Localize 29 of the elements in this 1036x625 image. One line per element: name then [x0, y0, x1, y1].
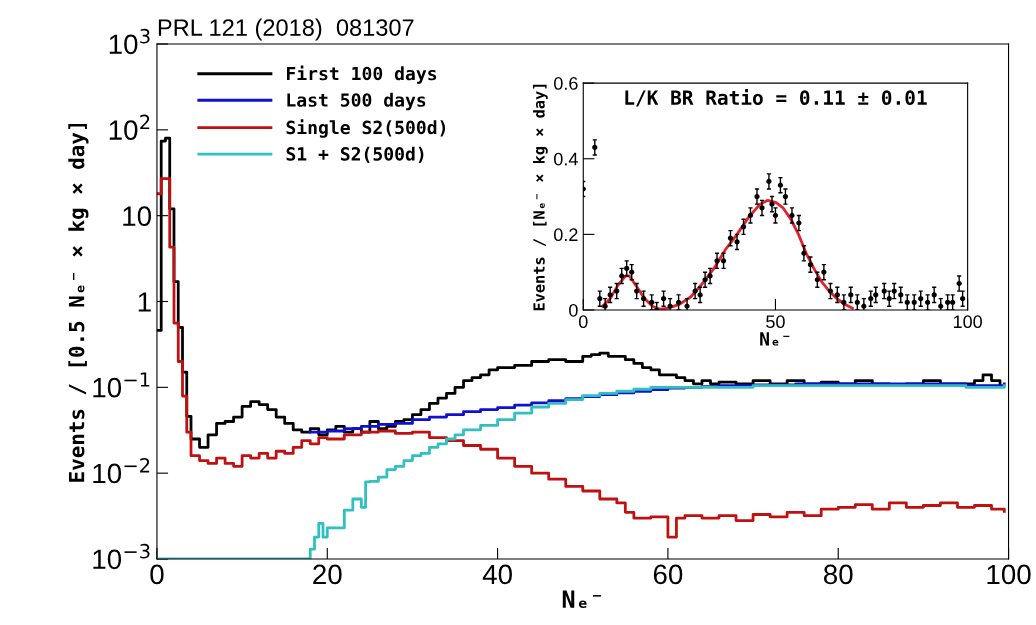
x-tick-label: 100: [953, 315, 982, 329]
x-tick-label: 60: [653, 564, 683, 585]
y-tick-label: 10$^{2}$: [109, 114, 150, 140]
x-tick-label: 100: [987, 564, 1031, 585]
x-axis-title: Nₑ⁻: [562, 590, 601, 608]
y-tick-label: 10$^{3}$: [109, 28, 150, 55]
y-tick-label: 1: [138, 292, 151, 312]
x-tick-label: 40: [482, 564, 512, 585]
legend-label: Single S2(500d): [286, 119, 446, 138]
x-tick-label: 0: [578, 315, 588, 329]
legend-label: S1 + S2(500d): [286, 146, 424, 163]
y-tick-label: 0.4: [554, 152, 578, 166]
annotation: L/K BR Ratio = 0.11 ± 0.01: [625, 88, 927, 107]
y-tick-label: 0.2: [554, 228, 578, 242]
y-tick-label: 10$^{−3}$: [93, 543, 150, 570]
y-tick-label: 0: [569, 303, 578, 317]
legend-label: First 100 days: [287, 65, 437, 84]
y-axis-title: Events / [Nₑ⁻ × kg × day]: [532, 84, 548, 311]
x-tick-label: 50: [766, 315, 785, 329]
y-axis-title: Events / [0.5 Nₑ⁻ × kg × day]: [68, 123, 89, 482]
x-tick-label: 80: [823, 564, 853, 585]
y-tick-label: 10$^{−2}$: [93, 457, 150, 484]
legend-label: Last 500 days: [287, 92, 426, 111]
y-tick-label: 10: [123, 206, 152, 227]
y-tick-label: 10$^{−1}$: [93, 372, 150, 398]
chart-title: PRL 121 (2018) 081307: [158, 18, 414, 41]
x-tick-label: 20: [313, 564, 342, 585]
y-tick-label: 0.6: [554, 77, 578, 90]
x-axis-title: Nₑ⁻: [760, 332, 790, 346]
